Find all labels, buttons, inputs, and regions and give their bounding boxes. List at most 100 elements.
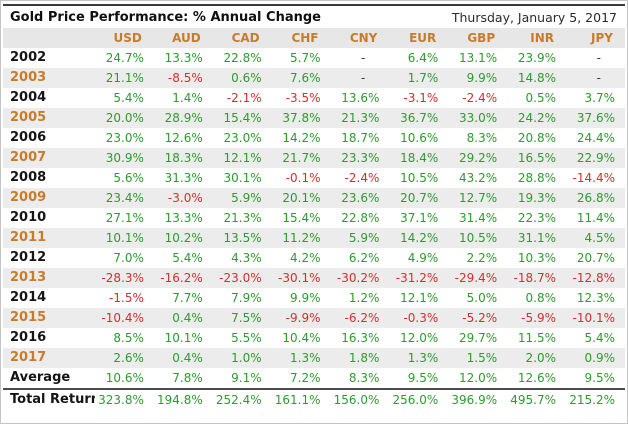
table-row: 2014 -1.5% 7.7% 7.9% 9.9% 1.2% 12.1% 5.0% 0.8% 12…: [3, 288, 625, 308]
value-cell: 5.4%: [584, 331, 616, 345]
value-cell: 37.1%: [400, 211, 439, 225]
value-cell: 5.5%: [231, 331, 262, 345]
value-cell: 16.3%: [341, 331, 380, 345]
value-cell: 156.0%: [330, 388, 390, 410]
value-cell: -30.1%: [271, 268, 331, 288]
table-row: 2008 5.6% 31.3% 30.1% -0.1% -2.4% 10.5% 43.2% 28…: [3, 168, 625, 188]
value-cell: 31.1%: [507, 228, 566, 248]
value-cell: 5.4%: [113, 91, 144, 105]
value-cell: -: [596, 51, 601, 65]
value-cell: -14.4%: [572, 171, 615, 185]
value-cell: 5.9%: [212, 188, 272, 208]
value-cell: 13.1%: [459, 51, 498, 65]
value-cell: 9.9%: [290, 291, 321, 305]
value-cell: 37.8%: [271, 108, 331, 128]
value-cell: 37.6%: [566, 108, 625, 128]
value-cell: 8.5%: [113, 331, 144, 345]
value-cell: 1.8%: [330, 348, 390, 368]
value-cell: 29.2%: [448, 148, 508, 168]
value-cell: 495.7%: [507, 388, 566, 410]
value-cell: 323.8%: [95, 388, 154, 410]
value-cell: 14.8%: [507, 68, 566, 88]
value-cell: 30.9%: [95, 148, 154, 168]
value-cell: 1.7%: [389, 68, 449, 88]
value-cell: 20.1%: [271, 188, 331, 208]
value-cell: 22.3%: [517, 211, 556, 225]
column-header-cad: CAD: [212, 28, 272, 48]
value-cell: 252.4%: [212, 388, 272, 410]
value-cell: -2.4%: [462, 91, 498, 105]
table-row: 2012 7.0% 5.4% 4.3% 4.2% 6.2% 4.9% 2.2% 10.3% 20.…: [3, 248, 625, 268]
value-cell: 10.2%: [153, 228, 213, 248]
value-cell: 4.3%: [231, 251, 262, 265]
value-cell: 9.5%: [584, 371, 616, 385]
value-cell: -10.4%: [95, 308, 154, 328]
value-cell: 9.1%: [231, 371, 262, 385]
value-cell: 43.2%: [459, 171, 498, 185]
value-cell: 0.4%: [153, 308, 213, 328]
value-cell: 18.4%: [389, 148, 449, 168]
value-cell: -2.4%: [344, 171, 380, 185]
row-label: 2009: [3, 188, 95, 208]
value-cell: 24.4%: [576, 131, 615, 145]
table-row: 2002 24.7% 13.3% 22.8% 5.7% - 6.4% 13.1% 23.9% -: [3, 48, 625, 68]
table-row: 2009 23.4% -3.0% 5.9% 20.1% 23.6% 20.7% 12.7% 19…: [3, 188, 625, 208]
row-label: 2010: [10, 210, 47, 225]
table-row: 2011 10.1% 10.2% 13.5% 11.2% 5.9% 14.2% 10.5% 31…: [3, 228, 625, 248]
table-row: 2004 5.4% 1.4% -2.1% -3.5% 13.6% -3.1% -2.4% 0.5…: [3, 88, 625, 108]
value-cell: 0.8%: [525, 291, 557, 305]
value-cell: 11.5%: [517, 331, 556, 345]
value-cell: 23.3%: [330, 148, 390, 168]
value-cell: -3.0%: [153, 188, 213, 208]
value-cell: 26.8%: [566, 188, 625, 208]
value-cell: 10.4%: [282, 331, 321, 345]
table-row: 2016 8.5% 10.1% 5.5% 10.4% 16.3% 12.0% 29.7% 11.…: [3, 328, 625, 348]
value-cell: -8.5%: [153, 68, 213, 88]
row-label: 2017: [3, 348, 95, 368]
table-row: 2003 21.1% -8.5% 0.6% 7.6% -1.7% 9.9% 14.8% -: [3, 68, 625, 88]
table-row: 2010 27.1% 13.3% 21.3% 15.4% 22.8% 37.1% 31.4% 2…: [3, 208, 625, 228]
column-header-gbp: GBP: [448, 28, 508, 48]
row-label: 2014: [10, 290, 47, 305]
value-cell: -2.1%: [226, 91, 262, 105]
value-cell: 20.8%: [517, 131, 556, 145]
value-cell: 12.6%: [517, 371, 556, 385]
row-label: 2016: [10, 330, 47, 345]
row-label: 2011: [3, 228, 95, 248]
value-cell: -18.7%: [507, 268, 566, 288]
value-cell: 31.4%: [459, 211, 498, 225]
value-cell: 12.1%: [212, 148, 272, 168]
value-cell: 12.7%: [448, 188, 508, 208]
value-cell: 5.4%: [172, 251, 203, 265]
value-cell: 22.8%: [223, 51, 262, 65]
value-cell: 3.7%: [584, 91, 616, 105]
value-cell: -28.3%: [95, 268, 154, 288]
value-cell: 23.4%: [95, 188, 154, 208]
value-cell: 15.4%: [212, 108, 272, 128]
value-cell: 12.0%: [459, 371, 498, 385]
value-cell: 4.2%: [290, 251, 321, 265]
value-cell: 18.7%: [341, 131, 380, 145]
value-cell: 21.3%: [330, 108, 390, 128]
value-cell: 22.8%: [341, 211, 380, 225]
value-cell: 0.6%: [212, 68, 272, 88]
value-cell: 2.2%: [466, 251, 498, 265]
row-label: Average: [10, 370, 71, 385]
value-cell: -10.1%: [566, 308, 625, 328]
value-cell: 5.6%: [113, 171, 144, 185]
value-cell: -0.1%: [285, 171, 321, 185]
page-title: Gold Price Performance: % Annual Change: [10, 10, 321, 25]
value-cell: -: [361, 51, 366, 65]
value-cell: 20.7%: [389, 188, 449, 208]
value-cell: 24.7%: [105, 51, 144, 65]
table-row: 2005 20.0% 28.9% 15.4% 37.8% 21.3% 36.7% 33.0% 2…: [3, 108, 625, 128]
value-cell: 10.6%: [400, 131, 439, 145]
value-cell: 10.5%: [400, 171, 439, 185]
value-cell: 161.1%: [271, 388, 331, 410]
value-cell: -: [566, 68, 625, 88]
value-cell: 7.6%: [271, 68, 331, 88]
value-cell: 22.9%: [566, 148, 625, 168]
row-label: 2002: [10, 50, 47, 65]
value-cell: 36.7%: [389, 108, 449, 128]
row-label: Total Return: [3, 388, 95, 410]
